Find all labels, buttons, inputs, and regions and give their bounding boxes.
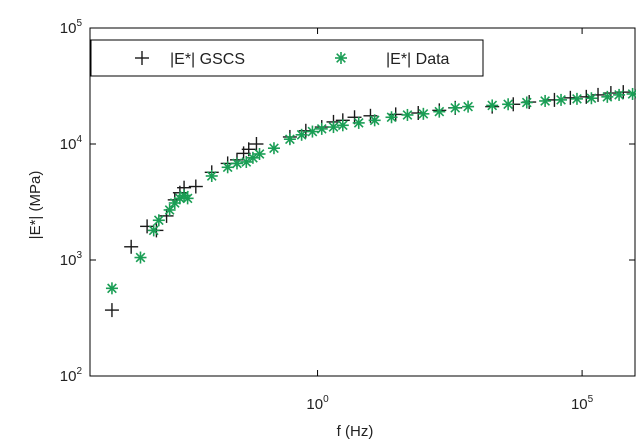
data-point: [401, 109, 413, 121]
legend-marker-data: [335, 52, 347, 64]
data-point: [571, 93, 583, 105]
data-point: [353, 117, 365, 129]
data-point: [327, 121, 339, 133]
data-point: [555, 94, 567, 106]
y-tick-label: 103: [60, 250, 83, 269]
data-point: [148, 224, 160, 236]
data-point: [386, 111, 398, 123]
data-point: [601, 91, 613, 103]
data-point: [153, 214, 165, 226]
legend-label-gscs: |E*| GSCS: [170, 51, 245, 68]
x-tick-label: 100: [306, 394, 329, 413]
data-point: [106, 282, 118, 294]
data-point: [296, 129, 308, 141]
data-point: [337, 119, 349, 131]
data-point: [182, 192, 194, 204]
data-point: [462, 101, 474, 113]
y-tick-label: 105: [60, 18, 83, 37]
data-point: [539, 95, 551, 107]
data-point: [164, 204, 176, 216]
data-point: [254, 148, 266, 160]
y-axis-label: |E*| (MPa): [27, 171, 44, 240]
y-tick-label: 102: [60, 366, 83, 385]
plot-area: [90, 28, 635, 376]
data-point: [521, 96, 533, 108]
x-tick-label: 105: [571, 394, 594, 413]
data-point: [369, 114, 381, 126]
data-point: [268, 142, 280, 154]
data-point: [231, 157, 243, 169]
data-point: [306, 126, 318, 138]
data-point: [433, 106, 445, 118]
data-point: [502, 98, 514, 110]
x-axis-label: f (Hz): [337, 423, 374, 440]
data-point: [206, 170, 218, 182]
data-point: [613, 89, 625, 101]
legend-label-data: |E*| Data: [386, 51, 450, 68]
data-point: [284, 133, 296, 145]
data-point: [134, 252, 146, 264]
legend: |E*| GSCS |E*| Data: [91, 40, 483, 76]
data-point: [449, 102, 461, 114]
data-point: [417, 108, 429, 120]
legend-asterisk-marker: [335, 52, 347, 64]
data-point: [585, 92, 597, 104]
data-point: [486, 99, 498, 111]
y-tick-label: 104: [60, 134, 83, 153]
data-point: [316, 123, 328, 135]
